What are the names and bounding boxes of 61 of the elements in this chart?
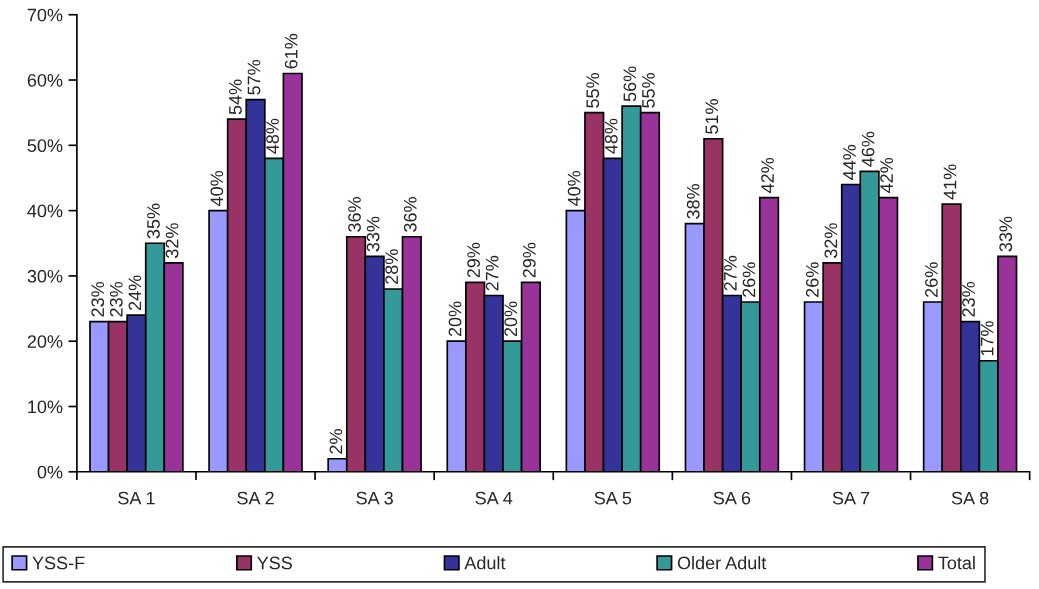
legend-label: Older Adult	[677, 556, 767, 570]
data-label: 27%	[723, 255, 737, 291]
data-label: 26%	[742, 262, 756, 297]
data-label: 23%	[109, 281, 123, 317]
data-label: 20%	[504, 301, 518, 337]
y-tick-label: 0%	[37, 465, 63, 479]
data-label: 55%	[642, 73, 655, 108]
data-label: 29%	[522, 242, 536, 278]
x-tick-label: SA 7	[832, 491, 870, 505]
data-label: 51%	[705, 99, 719, 134]
data-label: 23%	[962, 281, 975, 317]
data-label: 29%	[467, 242, 480, 278]
data-label: 26%	[925, 262, 938, 297]
y-tick-label: 60%	[27, 73, 63, 87]
y-tick-label: 30%	[27, 269, 63, 283]
x-tick-label: SA 5	[594, 491, 632, 505]
data-label: 2%	[329, 429, 343, 454]
data-label: 40%	[567, 170, 581, 207]
data-label: 24%	[128, 275, 142, 311]
y-tick-label: 10%	[28, 400, 63, 414]
data-label: 26%	[805, 262, 819, 297]
x-tick-label: SA 1	[118, 491, 155, 505]
y-tick-label: 20%	[27, 335, 63, 348]
x-tick-label: SA 3	[356, 491, 393, 505]
legend-label: Total	[938, 556, 975, 570]
legend-label: Adult	[464, 556, 506, 570]
y-tick-label: 40%	[27, 204, 63, 218]
data-label: 36%	[403, 197, 417, 232]
x-tick-label: SA 6	[713, 491, 751, 505]
data-label: 17%	[980, 321, 994, 356]
data-label: 42%	[880, 157, 893, 193]
data-label: 33%	[366, 216, 380, 252]
data-label: 27%	[485, 255, 499, 291]
data-label: 55%	[586, 73, 600, 108]
data-label: 36%	[348, 197, 361, 232]
x-tick-label: SA 8	[951, 491, 989, 505]
legend-label: YSS	[257, 556, 292, 570]
data-label: 23%	[91, 281, 105, 317]
y-tick-label: 50%	[27, 139, 63, 153]
data-label: 42%	[761, 157, 774, 193]
data-label: 56%	[623, 66, 637, 102]
data-label: 38%	[686, 184, 700, 219]
data-label: 57%	[247, 59, 261, 95]
x-tick-label: SA 2	[237, 491, 274, 505]
data-label: 40%	[210, 170, 224, 207]
x-tick-label: SA 4	[475, 491, 513, 505]
data-label: 44%	[843, 144, 856, 180]
data-label: 48%	[266, 118, 279, 154]
data-label: 54%	[229, 79, 242, 115]
data-label: 35%	[147, 203, 160, 239]
data-label: 32%	[165, 223, 179, 258]
data-label: 32%	[824, 223, 838, 258]
data-label: 20%	[448, 301, 462, 337]
data-label: 48%	[604, 118, 618, 154]
data-label: 33%	[999, 216, 1013, 252]
y-tick-label: 70%	[27, 8, 63, 22]
data-label: 28%	[385, 249, 399, 284]
data-label: 46%	[861, 131, 875, 167]
legend-label: YSS-F	[32, 556, 85, 570]
data-label: 61%	[284, 33, 298, 69]
data-label: 41%	[943, 164, 957, 200]
